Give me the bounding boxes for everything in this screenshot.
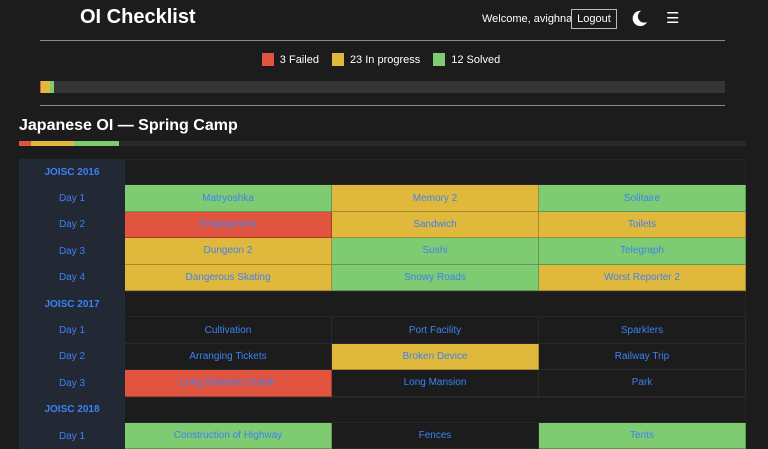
problem-cell[interactable]: Sushi [332,238,539,265]
legend-label: 23 In progress [349,53,421,66]
problem-cell[interactable]: Sparklers [539,317,746,344]
day-row: Day 4 Dangerous Skating Snowy Roads Worst R… [19,264,746,291]
problem-table: JOISC 2016 Day 1 Matryoshka Memory 2 Solitai… [19,159,746,449]
problem-cell[interactable]: Park [539,370,746,397]
year-header-row: JOISC 2018 [19,396,746,423]
problem-cell[interactable]: Railway Trip [539,343,746,371]
problem-cell[interactable]: Snowy Roads [332,264,539,291]
problem-cell[interactable]: Long Distance Coach [125,370,332,397]
status-legend: 3 Failed 23 In progress 12 Solved [0,53,765,66]
solved-swatch [433,53,446,66]
problem-cell[interactable]: Memory 2 [332,185,539,212]
legend-item-solved: 12 Solved [433,53,500,66]
row-filler [125,396,746,423]
day-row: Day 2 Employment Sandwich Toilets [19,211,746,239]
problem-cell[interactable]: Long Mansion [332,370,539,397]
legend-label: 12 Solved [451,53,501,66]
problem-cell[interactable]: Construction of Highway [125,422,332,449]
welcome-text: Welcome, avighna [482,13,573,25]
day-label: Day 4 [19,264,125,291]
logout-button[interactable]: Logout [571,9,617,29]
year-label[interactable]: JOISC 2016 [19,159,125,186]
day-label: Day 1 [19,185,125,212]
day-label: Day 1 [19,422,125,449]
failed-segment [40,81,42,93]
row-filler [125,290,746,318]
year-header-row: JOISC 2017 [19,290,746,318]
legend-item-failed: 3 Failed [261,53,319,66]
overall-progress-bar [40,81,725,93]
moon-icon[interactable] [631,10,648,27]
problem-cell[interactable]: Tents [539,422,746,449]
hamburger-menu-icon[interactable]: ☰ [666,10,680,27]
problem-cell[interactable]: Broken Device [332,343,539,371]
app-title[interactable]: OI Checklist [80,6,196,28]
year-label[interactable]: JOISC 2018 [19,396,125,423]
day-row: Day 3 Long Distance Coach Long Mansion Park [19,370,746,397]
legend-label: 3 Failed [279,53,319,66]
day-row: Day 2 Arranging Tickets Broken Device Railw… [19,343,746,371]
failed-segment [19,141,32,146]
failed-swatch [261,53,274,66]
problem-cell[interactable]: Toilets [539,211,746,239]
problem-cell[interactable]: Telegraph [539,238,746,265]
problem-cell[interactable]: Dungeon 2 [125,238,332,265]
day-label: Day 2 [19,211,125,239]
problem-cell[interactable]: Cultivation [125,317,332,344]
progress-segment [31,141,75,146]
day-row: Day 3 Dungeon 2 Sushi Telegraph [19,238,746,265]
row-filler [125,159,746,186]
progress-segment [41,81,50,93]
problem-cell[interactable]: Sandwich [332,211,539,239]
solved-segment [49,81,54,93]
year-label[interactable]: JOISC 2017 [19,290,125,318]
day-label: Day 2 [19,343,125,371]
problem-cell[interactable]: Solitaire [539,185,746,212]
day-row: Day 1 Construction of Highway Fences Tents [19,422,746,449]
section-progress-bar [19,141,746,146]
day-label: Day 3 [19,370,125,397]
day-row: Day 1 Cultivation Port Facility Sparklers [19,317,746,344]
progress-swatch [331,53,344,66]
divider [40,40,725,41]
problem-cell[interactable]: Employment [125,211,332,239]
problem-cell[interactable]: Worst Reporter 2 [539,264,746,291]
problem-cell[interactable]: Fences [332,422,539,449]
problem-cell[interactable]: Arranging Tickets [125,343,332,371]
problem-cell[interactable]: Port Facility [332,317,539,344]
divider [40,105,725,106]
section-title: Japanese OI — Spring Camp [19,117,238,134]
problem-cell[interactable]: Dangerous Skating [125,264,332,291]
legend-item-progress: 23 In progress [331,53,421,66]
day-label: Day 1 [19,317,125,344]
solved-segment [74,141,119,146]
year-header-row: JOISC 2016 [19,159,746,186]
day-row: Day 1 Matryoshka Memory 2 Solitaire [19,185,746,212]
day-label: Day 3 [19,238,125,265]
problem-cell[interactable]: Matryoshka [125,185,332,212]
